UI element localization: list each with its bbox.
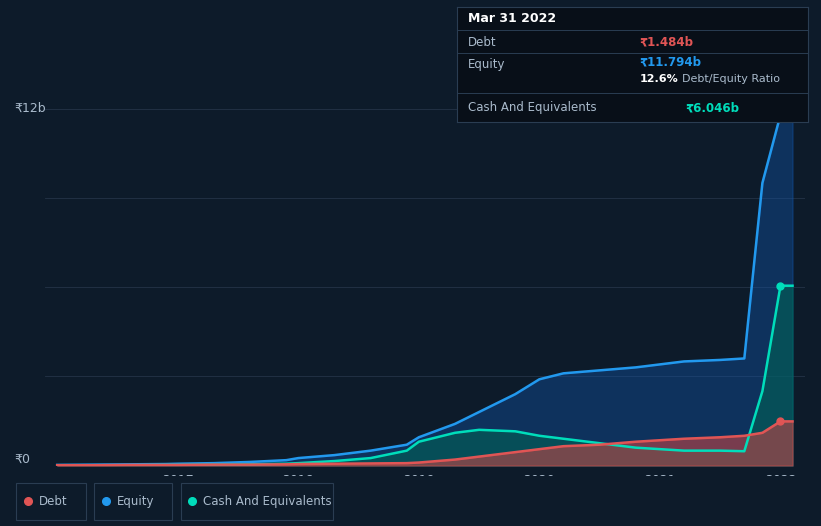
FancyBboxPatch shape [94, 482, 172, 520]
Text: ₹12b: ₹12b [15, 102, 47, 115]
Text: Cash And Equivalents: Cash And Equivalents [468, 101, 596, 114]
FancyBboxPatch shape [181, 482, 333, 520]
Text: Cash And Equivalents: Cash And Equivalents [203, 494, 332, 508]
Text: Debt: Debt [468, 36, 497, 49]
Text: 12.6%: 12.6% [640, 74, 678, 84]
Text: ₹6.046b: ₹6.046b [686, 101, 739, 114]
Text: Equity: Equity [468, 58, 505, 71]
Text: Debt/Equity Ratio: Debt/Equity Ratio [681, 74, 780, 84]
Text: ₹1.484b: ₹1.484b [640, 36, 694, 49]
Text: ₹0: ₹0 [15, 452, 30, 466]
Text: Debt: Debt [39, 494, 67, 508]
Text: Equity: Equity [117, 494, 154, 508]
Text: ₹11.794b: ₹11.794b [640, 55, 702, 68]
Text: Mar 31 2022: Mar 31 2022 [468, 12, 556, 25]
FancyBboxPatch shape [16, 482, 86, 520]
